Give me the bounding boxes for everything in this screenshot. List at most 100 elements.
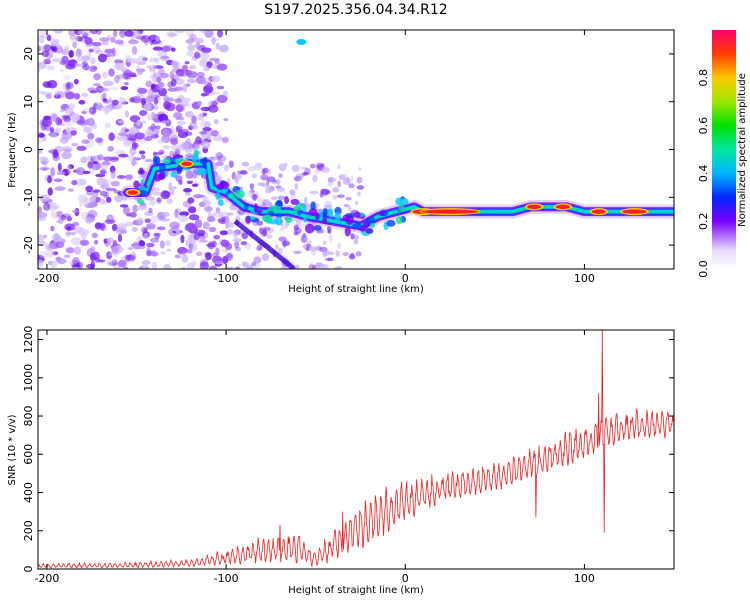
heatmap-cell [137, 71, 143, 76]
snr-frame [37, 329, 675, 570]
heatmap-cell [140, 120, 147, 124]
heatmap-cell [315, 264, 321, 269]
heatmap-cell [200, 106, 211, 112]
heatmap-cell [209, 57, 221, 62]
heatmap-cell [38, 133, 45, 138]
heatmap-cell [38, 90, 45, 94]
heatmap-cell [148, 126, 155, 131]
heatmap-cell [141, 260, 151, 266]
heatmap-cell [245, 215, 251, 224]
heatmap-cell [293, 176, 303, 182]
heatmap-cell [108, 132, 115, 141]
heatmap-cell [300, 166, 308, 170]
heatmap-cell [162, 158, 171, 165]
heatmap-cell [138, 150, 146, 155]
heatmap-cell [290, 193, 296, 199]
heatmap-cell [163, 263, 171, 269]
heatmap-cell [132, 157, 142, 161]
heatmap-cell [52, 148, 59, 157]
heatmap-cell [192, 153, 199, 162]
heatmap-cell [111, 246, 119, 255]
heatmap-cell [294, 227, 302, 234]
heatmap-cell [75, 93, 81, 100]
heatmap-cell [199, 158, 208, 165]
heatmap-cell [137, 190, 148, 195]
heatmap-cell [89, 252, 96, 261]
heatmap-cell [279, 227, 284, 232]
heatmap-cell [47, 187, 53, 196]
heatmap-cell [350, 175, 354, 182]
heatmap-cell [263, 226, 271, 231]
heatmap-cell [293, 205, 299, 213]
heatmap-cell [81, 110, 87, 114]
heatmap-cell [188, 125, 194, 131]
heatmap-cell [143, 102, 152, 112]
heatmap-cell [328, 234, 333, 243]
heatmap-cell [129, 211, 137, 218]
heatmap-cell [163, 100, 171, 110]
heatmap-cell [399, 197, 409, 206]
heatmap-cell [117, 259, 127, 268]
heatmap-cell [137, 199, 145, 205]
heatmap-cell [207, 82, 212, 89]
heatmap-cell [142, 233, 149, 240]
heatmap-cell [160, 45, 171, 53]
heatmap-cell [106, 196, 112, 203]
heatmap-cell [50, 225, 55, 232]
heatmap-cell [277, 187, 286, 193]
heatmap-cell [146, 250, 152, 257]
heatmap-cell [184, 61, 190, 65]
heatmap-cell [290, 198, 300, 206]
heatmap-cell [185, 222, 197, 232]
x-tick-label: -200 [34, 572, 59, 585]
heatmap-cell [65, 83, 70, 89]
heatmap-cell [85, 217, 93, 224]
heatmap-cell [133, 180, 140, 189]
heatmap-cell [86, 52, 92, 60]
heatmap-cell [44, 61, 51, 65]
heatmap-cell [80, 239, 90, 246]
heatmap-cell [326, 251, 335, 256]
heatmap-cell [210, 129, 219, 137]
colorbar: 0.0 0.2 0.4 0.6 0.8 Normalized spectral ampl… [697, 30, 748, 278]
heatmap-cell [227, 229, 234, 235]
heatmap-cell [183, 188, 193, 193]
heatmap-cell [261, 253, 270, 261]
heatmap-cell [267, 176, 276, 183]
heatmap-cell [124, 175, 133, 182]
heatmap-cell [101, 179, 110, 186]
heatmap-cell [135, 68, 146, 73]
heatmap-cell [141, 97, 147, 106]
heatmap-cell [85, 117, 95, 127]
heatmap-cell [162, 145, 170, 150]
heatmap-cell [207, 216, 216, 223]
heatmap-cell [104, 108, 109, 115]
heatmap-cell [152, 46, 163, 51]
heatmap-cell [38, 211, 48, 219]
heatmap-cell [358, 167, 362, 172]
snr-y-ticks: 0 200 400 600 800 1000 1200 [22, 326, 674, 573]
heatmap-cell [174, 77, 185, 86]
heatmap-cell [106, 237, 115, 243]
heatmap-cell [235, 174, 242, 179]
heatmap-cell [249, 189, 255, 193]
heatmap-cell [153, 97, 159, 105]
heatmap-cell [177, 214, 189, 223]
heatmap-cell [155, 125, 161, 134]
heatmap-cell [136, 55, 148, 65]
heatmap-cell [395, 216, 403, 225]
heatmap-cell [159, 240, 165, 249]
heatmap-cell [81, 92, 89, 98]
heatmap-cell [294, 264, 300, 269]
heatmap-cell [160, 190, 171, 200]
heatmap-cell [192, 125, 199, 131]
heatmap-cell [323, 204, 333, 209]
heatmap-cell [71, 113, 80, 122]
heatmap-cell [208, 104, 219, 113]
heatmap-cell [187, 78, 197, 84]
colorbar-tick-label: 0.2 [697, 212, 710, 230]
heatmap-cell [186, 70, 194, 79]
heatmap-cell [79, 178, 87, 186]
heatmap-cell [201, 48, 212, 54]
heatmap-cell [97, 137, 104, 147]
